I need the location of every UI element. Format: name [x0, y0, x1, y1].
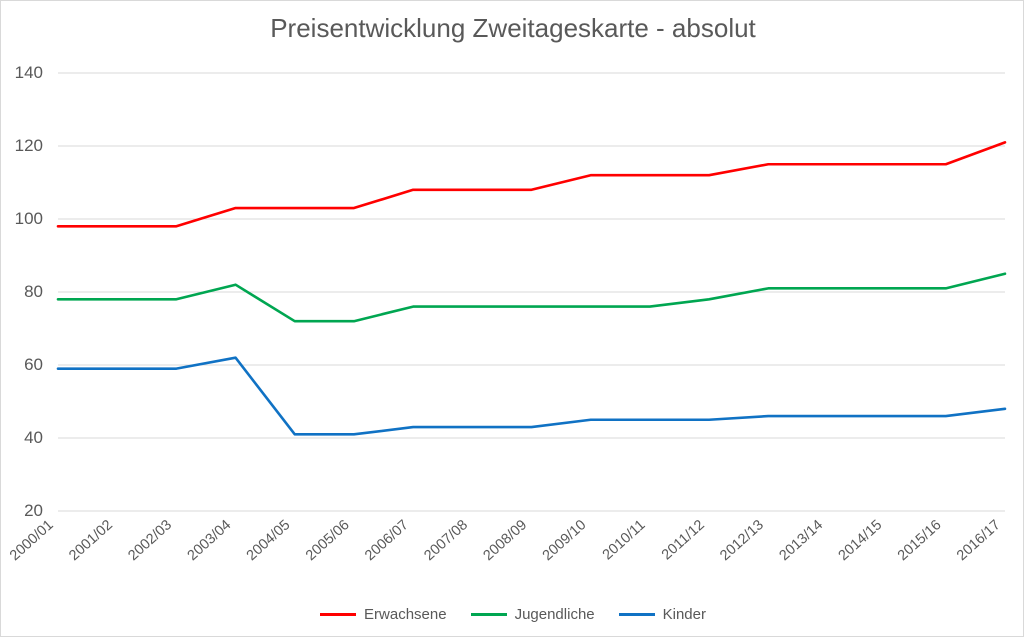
- svg-text:2014/15: 2014/15: [836, 517, 886, 564]
- svg-text:2015/16: 2015/16: [895, 517, 945, 564]
- svg-text:2013/14: 2013/14: [776, 517, 826, 564]
- svg-text:2004/05: 2004/05: [244, 517, 294, 564]
- svg-text:2007/08: 2007/08: [421, 517, 471, 564]
- svg-text:2006/07: 2006/07: [362, 517, 412, 564]
- svg-text:2016/17: 2016/17: [954, 517, 1004, 564]
- svg-text:2008/09: 2008/09: [481, 517, 531, 564]
- svg-text:2002/03: 2002/03: [125, 517, 175, 564]
- svg-text:20: 20: [24, 501, 43, 520]
- svg-text:120: 120: [15, 136, 43, 155]
- svg-text:60: 60: [24, 355, 43, 374]
- svg-text:80: 80: [24, 282, 43, 301]
- svg-text:2001/02: 2001/02: [66, 517, 116, 564]
- svg-text:2005/06: 2005/06: [303, 517, 353, 564]
- svg-text:2000/01: 2000/01: [7, 517, 57, 564]
- svg-text:2010/11: 2010/11: [600, 517, 649, 563]
- svg-text:100: 100: [15, 209, 43, 228]
- svg-text:2003/04: 2003/04: [185, 517, 235, 564]
- svg-text:2011/12: 2011/12: [659, 517, 708, 563]
- svg-text:40: 40: [24, 428, 43, 447]
- svg-text:2012/13: 2012/13: [717, 517, 767, 564]
- svg-text:2009/10: 2009/10: [540, 517, 590, 564]
- svg-text:140: 140: [15, 63, 43, 82]
